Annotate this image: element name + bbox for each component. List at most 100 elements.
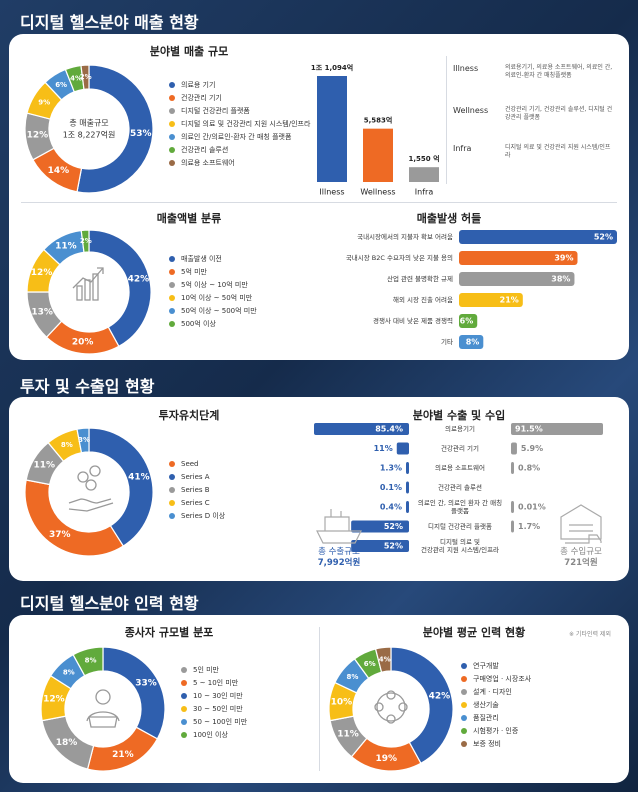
avg-workforce-donut: 42% 19% 11% 10% 8% 6%4% [328,646,454,772]
legend-dot-icon [181,718,187,725]
investment-stage-slice-label: 37% [49,530,71,540]
avg-workforce-slice-label: 4% [379,655,391,663]
obstacle-value: 52% [594,233,613,242]
legend-label: 건강관리 솔루션 [181,145,229,154]
growth-chart-icon [72,267,104,301]
legend-label: 시험평가 · 인증 [473,726,519,735]
export-import-category-label: 의료용기기 [445,424,475,433]
employee-size-slice-label: 21% [112,750,134,760]
employee-size-slice-label: 18% [56,738,78,748]
avg-workforce-legend-item: 생산기술 [461,698,531,711]
center-value: 1조 8,227억원 [63,130,116,140]
legend-dot-icon [181,705,187,712]
export-value: 52% [384,542,403,551]
export-bar [351,540,409,552]
legend-dot-icon [461,727,467,734]
revenue-by-sector-legend-item: 의료용 소프트웨어 [169,156,310,169]
obstacle-value: 39% [554,254,573,263]
investment-stage-legend-item: Series D 이상 [169,509,225,522]
obstacle-value: 6% [460,317,474,326]
legend-dot-icon [461,740,467,747]
revenue-by-sector-legend-item: 디지털 건강관리 플랫폼 [169,104,310,117]
revenue-by-field-bar-chart: 1조 1,094억 Illness 5,583억 Wellness 1,550 억 Inf… [311,63,440,197]
revenue-class-slice-label: 12% [31,268,53,278]
revenue-class-legend-item: 5억 이상 ~ 10억 미만 [169,278,257,291]
section-title-workforce: 디지털 헬스분야 인력 현황 [20,594,199,613]
export-import-category-label: 의료인 간, 의료인 환자 간 매칭 [418,498,502,507]
revenue-class-slice-label: 42% [128,274,150,284]
employee-size-slice [102,646,166,740]
employee-size-legend-item: 100인 이상 [181,728,247,741]
import-value: 1.7% [518,522,540,531]
export-bar [314,423,409,435]
legend-dot-icon [461,688,467,695]
legend-label: 5억 이상 ~ 10억 미만 [181,280,248,289]
legend-dot-icon [169,486,175,493]
obstacle-label: 국내시장 B2C 수요자의 낮은 지불 용의 [346,253,453,262]
legend-dot-icon [169,81,175,88]
employee-size-donut: 33% 21% 18% 12% 8% 8% [40,646,166,772]
export-value: 11% [374,444,393,453]
legend-label: Series C [181,498,210,507]
bar-infra [409,167,439,182]
legend-label: 500억 이상 [181,319,216,328]
import-value: 91.5% [515,425,543,434]
field-name: Infra [453,144,472,153]
obstacle-label: 국내시장에서의 지불자 확보 어려움 [357,232,453,241]
legend-dot-icon [169,268,175,275]
avg-workforce-legend-item: 보증 정비 [461,737,531,750]
legend-dot-icon [181,679,187,686]
cargo-ship-icon [316,509,362,544]
legend-label: 건강관리 기기 [181,93,222,102]
legend-dot-icon [461,675,467,682]
export-value: 85.4% [375,425,403,434]
revenue-by-sector-donut: 53% 14% 12% 9% 6%4%2% 총 매출규모 1조 8,227억원 [24,64,154,194]
obstacle-bar [459,335,484,349]
import-value: 0.8% [518,464,540,473]
export-import-category-label: 건강관리 지원 시스템/인프라 [421,545,499,554]
obstacle-bar [459,251,578,265]
revenue-by-sector-slice [80,64,90,90]
revenue-class-slice-label: 13% [31,307,53,317]
avg-workforce-title: 분야별 평균 인력 현황 [422,626,526,639]
legend-label: 10억 이상 ~ 50억 미만 [181,293,253,302]
table-divider [446,56,447,184]
legend-label: 30 ~ 50인 미만 [193,704,243,713]
import-value: 5.9% [521,444,543,453]
export-bar [406,501,409,513]
field-name: Wellness [453,106,489,115]
legend-dot-icon [169,94,175,101]
legend-label: 50 ~ 100인 미만 [193,717,248,726]
investment-stage-slice-label: 8% [61,441,73,449]
export-bar [396,442,409,455]
card-divider [319,627,320,771]
avg-workforce-legend-item: 품질관리 [461,711,531,724]
employee-size-slice-label: 33% [135,679,157,689]
obstacle-bar [459,293,523,307]
avg-workforce-slice-label: 6% [364,660,376,668]
import-bar [511,442,517,455]
investment-stage-legend-item: Series A [169,470,225,483]
legend-dot-icon [169,107,175,114]
legend-dot-icon [461,714,467,721]
legend-label: 5인 미만 [193,665,219,674]
employee-size-title: 종사자 규모별 분포 [124,626,214,639]
bar-value-label: 5,583억 [364,116,393,125]
investment-stage-slice-label: 41% [128,472,150,482]
revenue-by-sector-legend-item: 디지털 의료 및 건강관리 지원 시스템/인프라 [169,117,310,130]
import-value: 0.01% [518,503,546,512]
export-import-category-label: 의료용 소프트웨어 [435,463,485,472]
revenue-class-donut: 42% 20% 13% 12% 11%2% [26,229,152,355]
export-import-category-label: 건강관리 기기 [441,444,479,453]
employee-size-legend-item: 30 ~ 50인 미만 [181,702,247,715]
employee-size-slice [72,646,104,677]
obstacle-label: 산업 관련 불명확한 규제 [387,274,453,283]
export-import-category-label: 디지털 건강관리 플랫폼 [428,522,492,531]
legend-label: 구매영업 · 시장조사 [473,674,532,683]
legend-label: Seed [181,459,199,468]
legend-label: Series B [181,485,210,494]
legend-label: 100인 이상 [193,730,228,739]
bar-category-label: Infra [415,188,434,197]
revenue-class-legend-item: 500억 이상 [169,317,257,330]
employee-size-legend-item: 10 ~ 30인 미만 [181,689,247,702]
